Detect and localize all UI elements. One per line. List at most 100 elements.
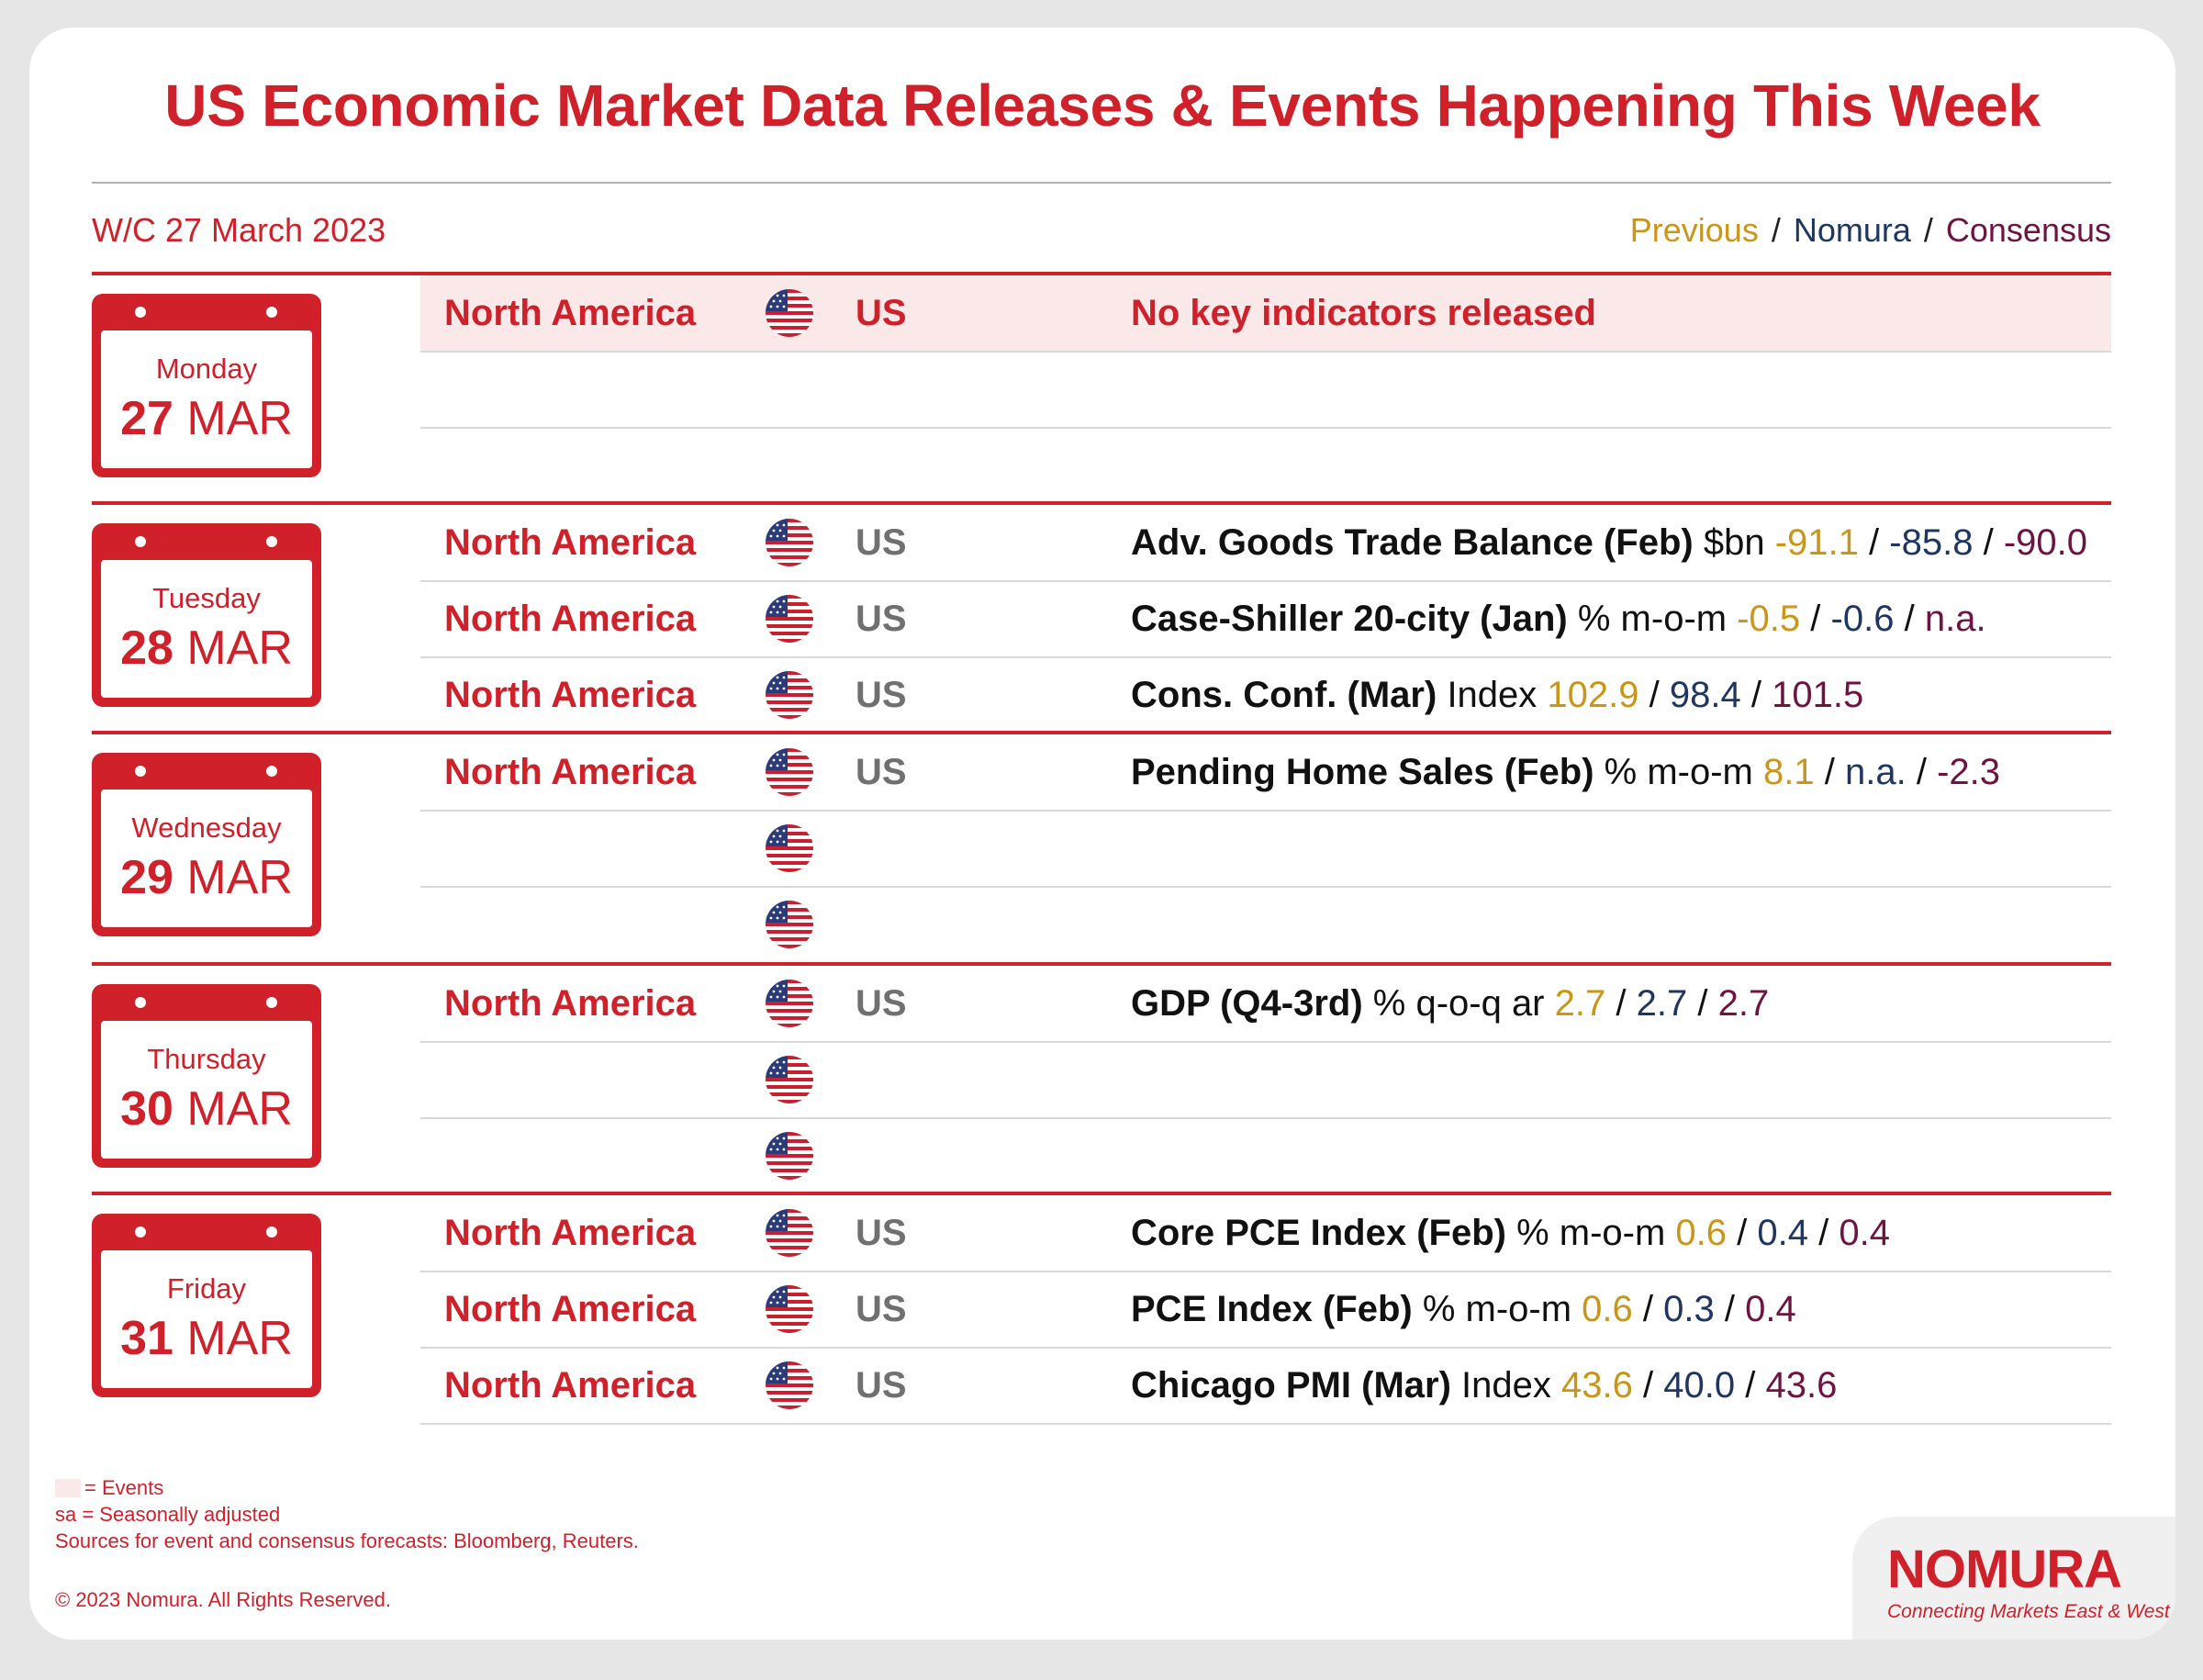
event-row: North America US No key indicators release… [420, 275, 2111, 353]
calendar-page: Thursday 30 MAR [101, 1021, 312, 1159]
indicator-unit: % m-o-m [1577, 599, 1728, 639]
table-row [420, 352, 2111, 429]
weekday-label: Monday [155, 353, 258, 385]
country-cell: US [855, 522, 907, 563]
nomura-forecast: 98.4 [1669, 675, 1741, 715]
indicator-cell: GDP (Q4-3rd) % q-o-q ar 2.7 / 2.7 / 2.7 [1131, 983, 1769, 1025]
previous-value: 0.6 [1675, 1213, 1728, 1253]
weekday-label: Friday [166, 1272, 247, 1305]
nomura-forecast: 0.3 [1663, 1289, 1715, 1329]
copyright: © 2023 Nomura. All Rights Reserved. [55, 1588, 391, 1611]
indicator-name: Cons. Conf. (Mar) [1131, 675, 1437, 715]
us-flag-icon [766, 1285, 813, 1333]
indicator-unit: Index [1461, 1365, 1551, 1406]
date-number: 27 [120, 392, 173, 445]
indicator-cell: Case-Shiller 20-city (Jan) % m-o-m -0.5 … [1131, 599, 1986, 640]
table-row [420, 887, 2111, 964]
consensus-forecast: -2.3 [1937, 752, 2001, 792]
calendar-ring [135, 766, 146, 777]
consensus-forecast: 2.7 [1717, 983, 1770, 1024]
country-cell: US [855, 983, 907, 1024]
legend-nomura: Nomura [1793, 211, 1911, 249]
consensus-forecast: -90.0 [2003, 522, 2087, 563]
legend-separator: / [1771, 211, 1781, 249]
date-label: 28 MAR [101, 621, 312, 676]
calendar-page: Friday 31 MAR [101, 1250, 312, 1388]
table-row [420, 1042, 2111, 1119]
previous-value: -91.1 [1774, 522, 1859, 563]
table-row: North America US Chicago PMI (Mar) Index 4… [420, 1348, 2111, 1425]
day-block-tuesday: Tuesday 28 MAR North America US Adv. Goods T… [92, 501, 2111, 734]
date-month: MAR [186, 851, 293, 904]
table-row [420, 1118, 2111, 1195]
calendar-ring [266, 536, 277, 547]
report-card: US Economic Market Data Releases & Event… [29, 28, 2175, 1640]
calendar-page: Monday 27 MAR [101, 330, 312, 468]
consensus-forecast: 0.4 [1745, 1289, 1796, 1329]
calendar-icon: Monday 27 MAR [92, 294, 321, 477]
logo-tagline: Connecting Markets East & West [1887, 1601, 2170, 1622]
table-row: North America US Adv. Goods Trade Balance … [420, 505, 2111, 582]
indicator-name: Chicago PMI (Mar) [1131, 1365, 1451, 1406]
region-cell: North America [444, 522, 697, 563]
events-note-text: = Events [84, 1476, 164, 1499]
value-separator: / [1697, 983, 1708, 1024]
calendar-ring [135, 536, 146, 547]
nomura-logo: NOMURA [1887, 1540, 2122, 1599]
table-row: North America US PCE Index (Feb) % m-o-m 0… [420, 1271, 2111, 1349]
region-cell: North America [444, 675, 697, 715]
indicator-unit: $bn [1703, 522, 1765, 563]
events-note: = Events [55, 1476, 163, 1500]
country-cell: US [855, 1213, 907, 1253]
us-flag-icon [766, 1132, 813, 1180]
weekday-label: Wednesday [131, 812, 282, 844]
sa-note: sa = Seasonally adjusted [55, 1503, 281, 1526]
indicator-cell: PCE Index (Feb) % m-o-m 0.6 / 0.3 / 0.4 [1131, 1289, 1796, 1330]
indicator-cell: Core PCE Index (Feb) % m-o-m 0.6 / 0.4 /… [1131, 1213, 1890, 1254]
calendar-page: Wednesday 29 MAR [101, 790, 312, 927]
date-label: 29 MAR [101, 850, 312, 905]
nomura-forecast: n.a. [1844, 752, 1907, 792]
value-separator: / [1869, 522, 1880, 563]
date-number: 30 [120, 1082, 173, 1136]
indicator-unit: % m-o-m [1516, 1213, 1666, 1253]
us-flag-icon [766, 1209, 813, 1257]
date-label: 27 MAR [101, 391, 312, 446]
us-flag-icon [766, 671, 813, 719]
value-separator: / [1824, 752, 1835, 792]
previous-value: 102.9 [1547, 675, 1639, 715]
page-title: US Economic Market Data Releases & Event… [164, 73, 2041, 139]
event-swatch [55, 1479, 81, 1497]
previous-value: -0.5 [1737, 599, 1801, 639]
us-flag-icon [766, 901, 813, 948]
indicator-cell: Adv. Goods Trade Balance (Feb) $bn -91.1… [1131, 522, 2087, 564]
calendar-page: Tuesday 28 MAR [101, 560, 312, 698]
us-flag-icon [766, 595, 813, 643]
value-separator: / [1983, 522, 1994, 563]
country-cell: US [855, 599, 907, 639]
date-month: MAR [186, 622, 293, 675]
weekday-label: Tuesday [152, 582, 261, 614]
country-cell: US [855, 752, 907, 792]
indicator-name: Case-Shiller 20-city (Jan) [1131, 599, 1568, 639]
value-separator: / [1904, 599, 1915, 639]
indicator-name: No key indicators released [1131, 293, 1596, 333]
value-separator: / [1724, 1289, 1736, 1329]
us-flag-icon [766, 519, 813, 566]
table-row [420, 811, 2111, 888]
value-separator: / [1916, 752, 1927, 792]
indicator-name: Adv. Goods Trade Balance (Feb) [1131, 522, 1694, 563]
us-flag-icon [766, 289, 813, 337]
previous-value: 8.1 [1763, 752, 1815, 792]
day-block-friday: Friday 31 MAR North America US Core PCE Inde… [92, 1192, 2111, 1425]
day-divider [92, 962, 2111, 966]
date-number: 28 [120, 622, 173, 675]
indicator-unit: % m-o-m [1604, 752, 1753, 792]
date-month: MAR [186, 1082, 293, 1136]
indicator-name: Core PCE Index (Feb) [1131, 1213, 1506, 1253]
table-row [420, 428, 2111, 505]
date-month: MAR [186, 392, 293, 445]
value-separator: / [1616, 983, 1627, 1024]
previous-value: 2.7 [1554, 983, 1606, 1024]
day-divider [92, 1192, 2111, 1195]
